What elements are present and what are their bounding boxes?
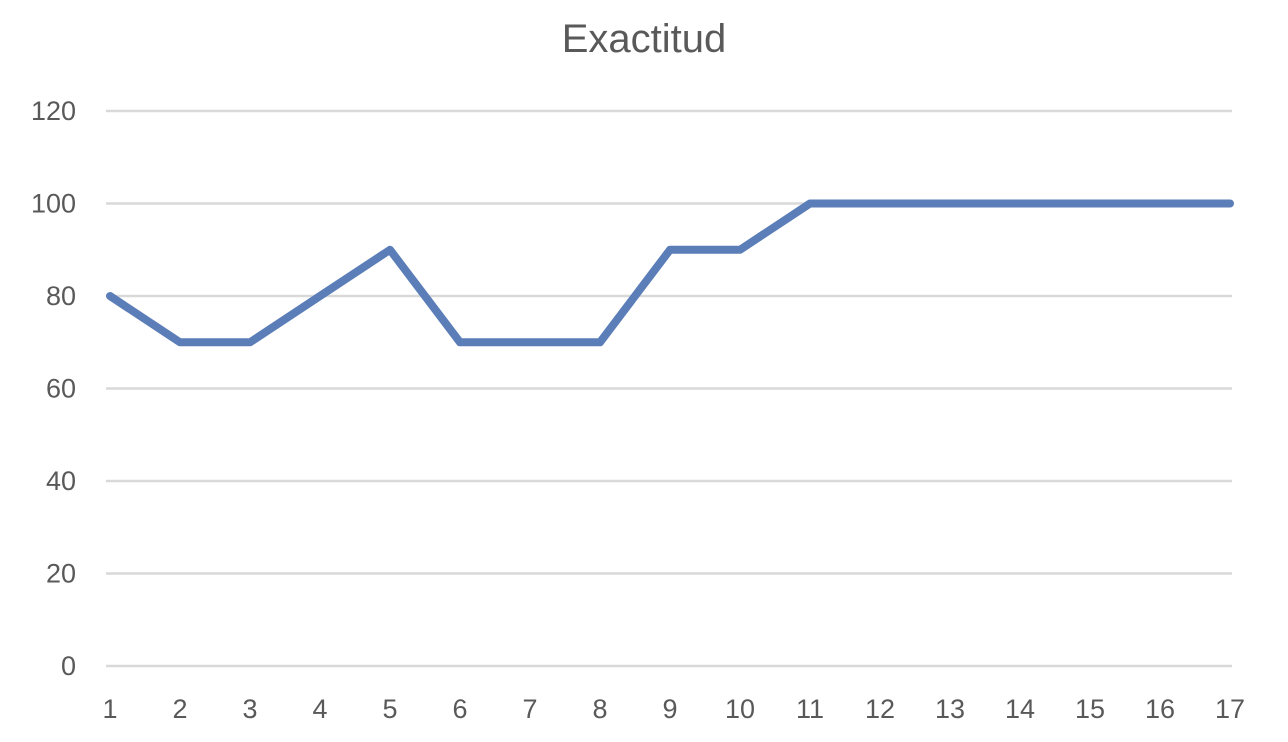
series-lines <box>106 199 1234 347</box>
y-axis-tick-labels: 0 20 40 60 80 100 120 <box>31 96 76 681</box>
x-tick-label: 5 <box>382 694 397 724</box>
series-line-0 <box>106 199 1234 347</box>
chart-title: Exactitud <box>562 17 727 61</box>
x-tick-label: 7 <box>522 694 537 724</box>
y-tick-label: 120 <box>31 96 76 126</box>
y-tick-label: 0 <box>61 651 76 681</box>
x-tick-label: 12 <box>865 694 895 724</box>
gridlines <box>106 109 1232 668</box>
y-tick-label: 80 <box>46 281 76 311</box>
y-tick-label: 100 <box>31 189 76 219</box>
x-tick-label: 13 <box>935 694 965 724</box>
x-tick-label: 10 <box>725 694 755 724</box>
x-tick-label: 4 <box>312 694 327 724</box>
x-tick-label: 1 <box>102 694 117 724</box>
x-tick-label: 3 <box>242 694 257 724</box>
y-tick-label: 40 <box>46 466 76 496</box>
x-axis-tick-labels: 1 2 3 4 5 6 7 8 9 10 11 12 13 14 15 16 17 <box>102 694 1245 724</box>
x-tick-label: 15 <box>1075 694 1105 724</box>
x-tick-label: 14 <box>1005 694 1035 724</box>
x-tick-label: 2 <box>172 694 187 724</box>
y-tick-label: 20 <box>46 559 76 589</box>
x-tick-label: 17 <box>1215 694 1245 724</box>
y-tick-label: 60 <box>46 374 76 404</box>
x-tick-label: 11 <box>796 694 824 724</box>
x-tick-label: 6 <box>452 694 467 724</box>
x-tick-label: 8 <box>592 694 607 724</box>
x-tick-label: 16 <box>1145 694 1175 724</box>
x-tick-label: 9 <box>662 694 677 724</box>
